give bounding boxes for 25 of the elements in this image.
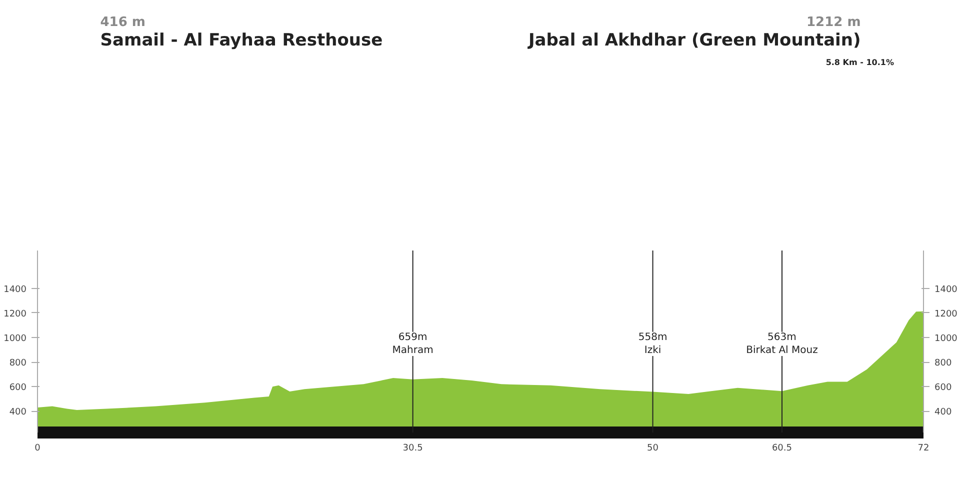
x-tick-label: 50 — [647, 444, 659, 454]
ref-line-label: 659m Mahram — [392, 332, 434, 356]
ref-line-label: 563m Birkat Al Mouz — [746, 332, 818, 356]
x-tick-label: 30.5 — [402, 444, 423, 454]
y-tick-label: 800 — [9, 358, 27, 369]
text: 416 m — [100, 15, 146, 30]
y2-tick-label: 400 — [934, 408, 952, 418]
y2-tick-label: 1200 — [934, 309, 958, 320]
text: Jabal al Akhdhar (Green Mountain) — [527, 30, 861, 50]
y-tick-label: 600 — [9, 383, 27, 394]
y-tick-label: 400 — [9, 408, 27, 418]
x-tick-label: 0 — [34, 444, 41, 454]
y2-tick-label: 800 — [934, 358, 952, 369]
y-tick-label: 1200 — [4, 309, 27, 320]
y2-tick-label: 600 — [934, 383, 952, 394]
y-tick-label: 1400 — [4, 284, 27, 295]
text: 5.8 Km - 10.1% — [826, 58, 894, 67]
y-tick-label: 1000 — [4, 334, 27, 344]
ref-line-label: 558m Izki — [638, 332, 668, 356]
text: 1212 m — [806, 15, 861, 30]
x-tick-label: 60.5 — [772, 444, 792, 454]
y2-tick-label: 1000 — [934, 334, 958, 344]
text: Samail - Al Fayhaa Resthouse — [100, 30, 383, 50]
x-tick-label: 72 — [918, 444, 930, 454]
y2-tick-label: 1400 — [934, 284, 958, 295]
